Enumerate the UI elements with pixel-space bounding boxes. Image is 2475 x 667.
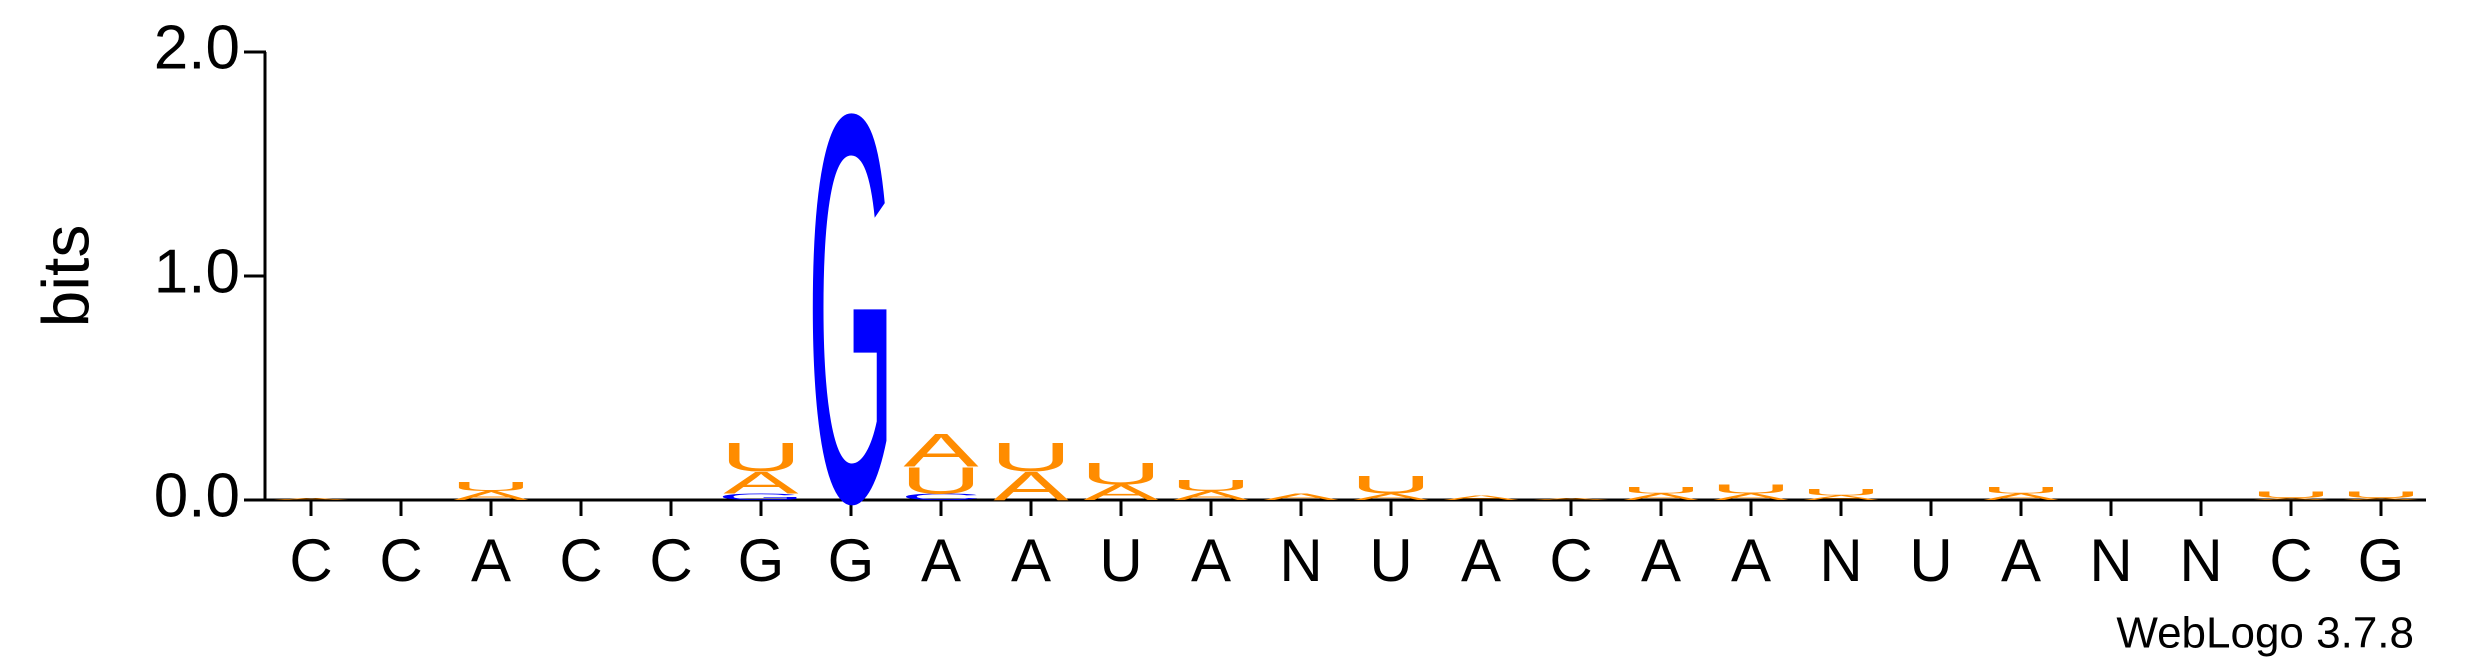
- x-tick-label: N: [2179, 527, 2222, 594]
- logo-letter: A: [1983, 492, 2059, 502]
- x-tick-label: U: [1909, 527, 1952, 594]
- x-tick-label: U: [1369, 527, 1412, 594]
- x-tick-label: C: [1549, 527, 1592, 594]
- logo-letter: A: [1083, 480, 1159, 505]
- y-axis-label: bits: [28, 225, 102, 328]
- logo-letter: U: [720, 434, 801, 480]
- x-tick-label: G: [828, 527, 875, 594]
- logo-letter: U: [1350, 471, 1431, 499]
- logo-letter: A: [1713, 492, 1789, 502]
- logo-letter: A: [273, 497, 349, 500]
- x-tick-label: A: [471, 527, 511, 594]
- logo-letter: A: [1173, 489, 1249, 503]
- logo-letter: U: [900, 459, 981, 501]
- logo-letter: U: [990, 434, 1071, 480]
- x-tick-label: U: [1099, 527, 1142, 594]
- logo-letter: A: [993, 463, 1069, 509]
- x-tick-label: C: [649, 527, 692, 594]
- x-tick-label: A: [921, 527, 961, 594]
- x-tick-label: G: [2358, 527, 2405, 594]
- logo-letter: A: [723, 465, 799, 500]
- logo-letter: A: [1533, 497, 1609, 500]
- logo-letter: U: [1710, 482, 1791, 496]
- logo-letter: U: [1080, 456, 1161, 491]
- x-tick-label: G: [738, 527, 785, 594]
- logo-letter: A: [2343, 497, 2419, 500]
- x-tick-label: A: [1731, 527, 1771, 594]
- x-tick-label: N: [1279, 527, 1322, 594]
- logo-letter: C: [900, 492, 981, 502]
- x-tick-label: A: [1191, 527, 1231, 594]
- x-tick-label: C: [379, 527, 422, 594]
- x-tick-label: C: [289, 527, 332, 594]
- y-tick-label: 0.0: [154, 461, 240, 530]
- logo-letter: A: [453, 489, 529, 503]
- logo-letter: U: [2340, 489, 2421, 499]
- logo-letter: A: [1803, 494, 1879, 501]
- y-tick-label: 1.0: [154, 237, 240, 306]
- logo-letter: A: [1443, 494, 1519, 501]
- x-tick-label: A: [1011, 527, 1051, 594]
- x-tick-label: N: [2089, 527, 2132, 594]
- footer: WebLogo 3.7.8: [2116, 609, 2414, 658]
- logo-letter: U: [1170, 477, 1251, 494]
- logo-letter: A: [903, 425, 979, 477]
- logo-letter: A: [2253, 497, 2329, 500]
- logo-letter: A: [1263, 492, 1339, 502]
- logo-letter: U: [450, 480, 531, 494]
- logo-letter: U: [2250, 489, 2331, 499]
- logo-letter: U: [1980, 485, 2061, 495]
- logo-letter: G: [807, 0, 895, 618]
- x-tick-label: N: [1819, 527, 1862, 594]
- x-tick-label: A: [2001, 527, 2041, 594]
- x-tick-label: A: [1641, 527, 1681, 594]
- logo-letter: U: [1800, 487, 1881, 497]
- x-tick-label: C: [559, 527, 602, 594]
- logo-letter: A: [1353, 492, 1429, 502]
- x-tick-label: C: [2269, 527, 2312, 594]
- logo-letter: U: [1620, 485, 1701, 495]
- x-tick-label: A: [1461, 527, 1501, 594]
- logo-letter: G: [717, 492, 805, 502]
- y-tick-label: 2.0: [154, 13, 240, 82]
- logo-letter: A: [1623, 492, 1699, 502]
